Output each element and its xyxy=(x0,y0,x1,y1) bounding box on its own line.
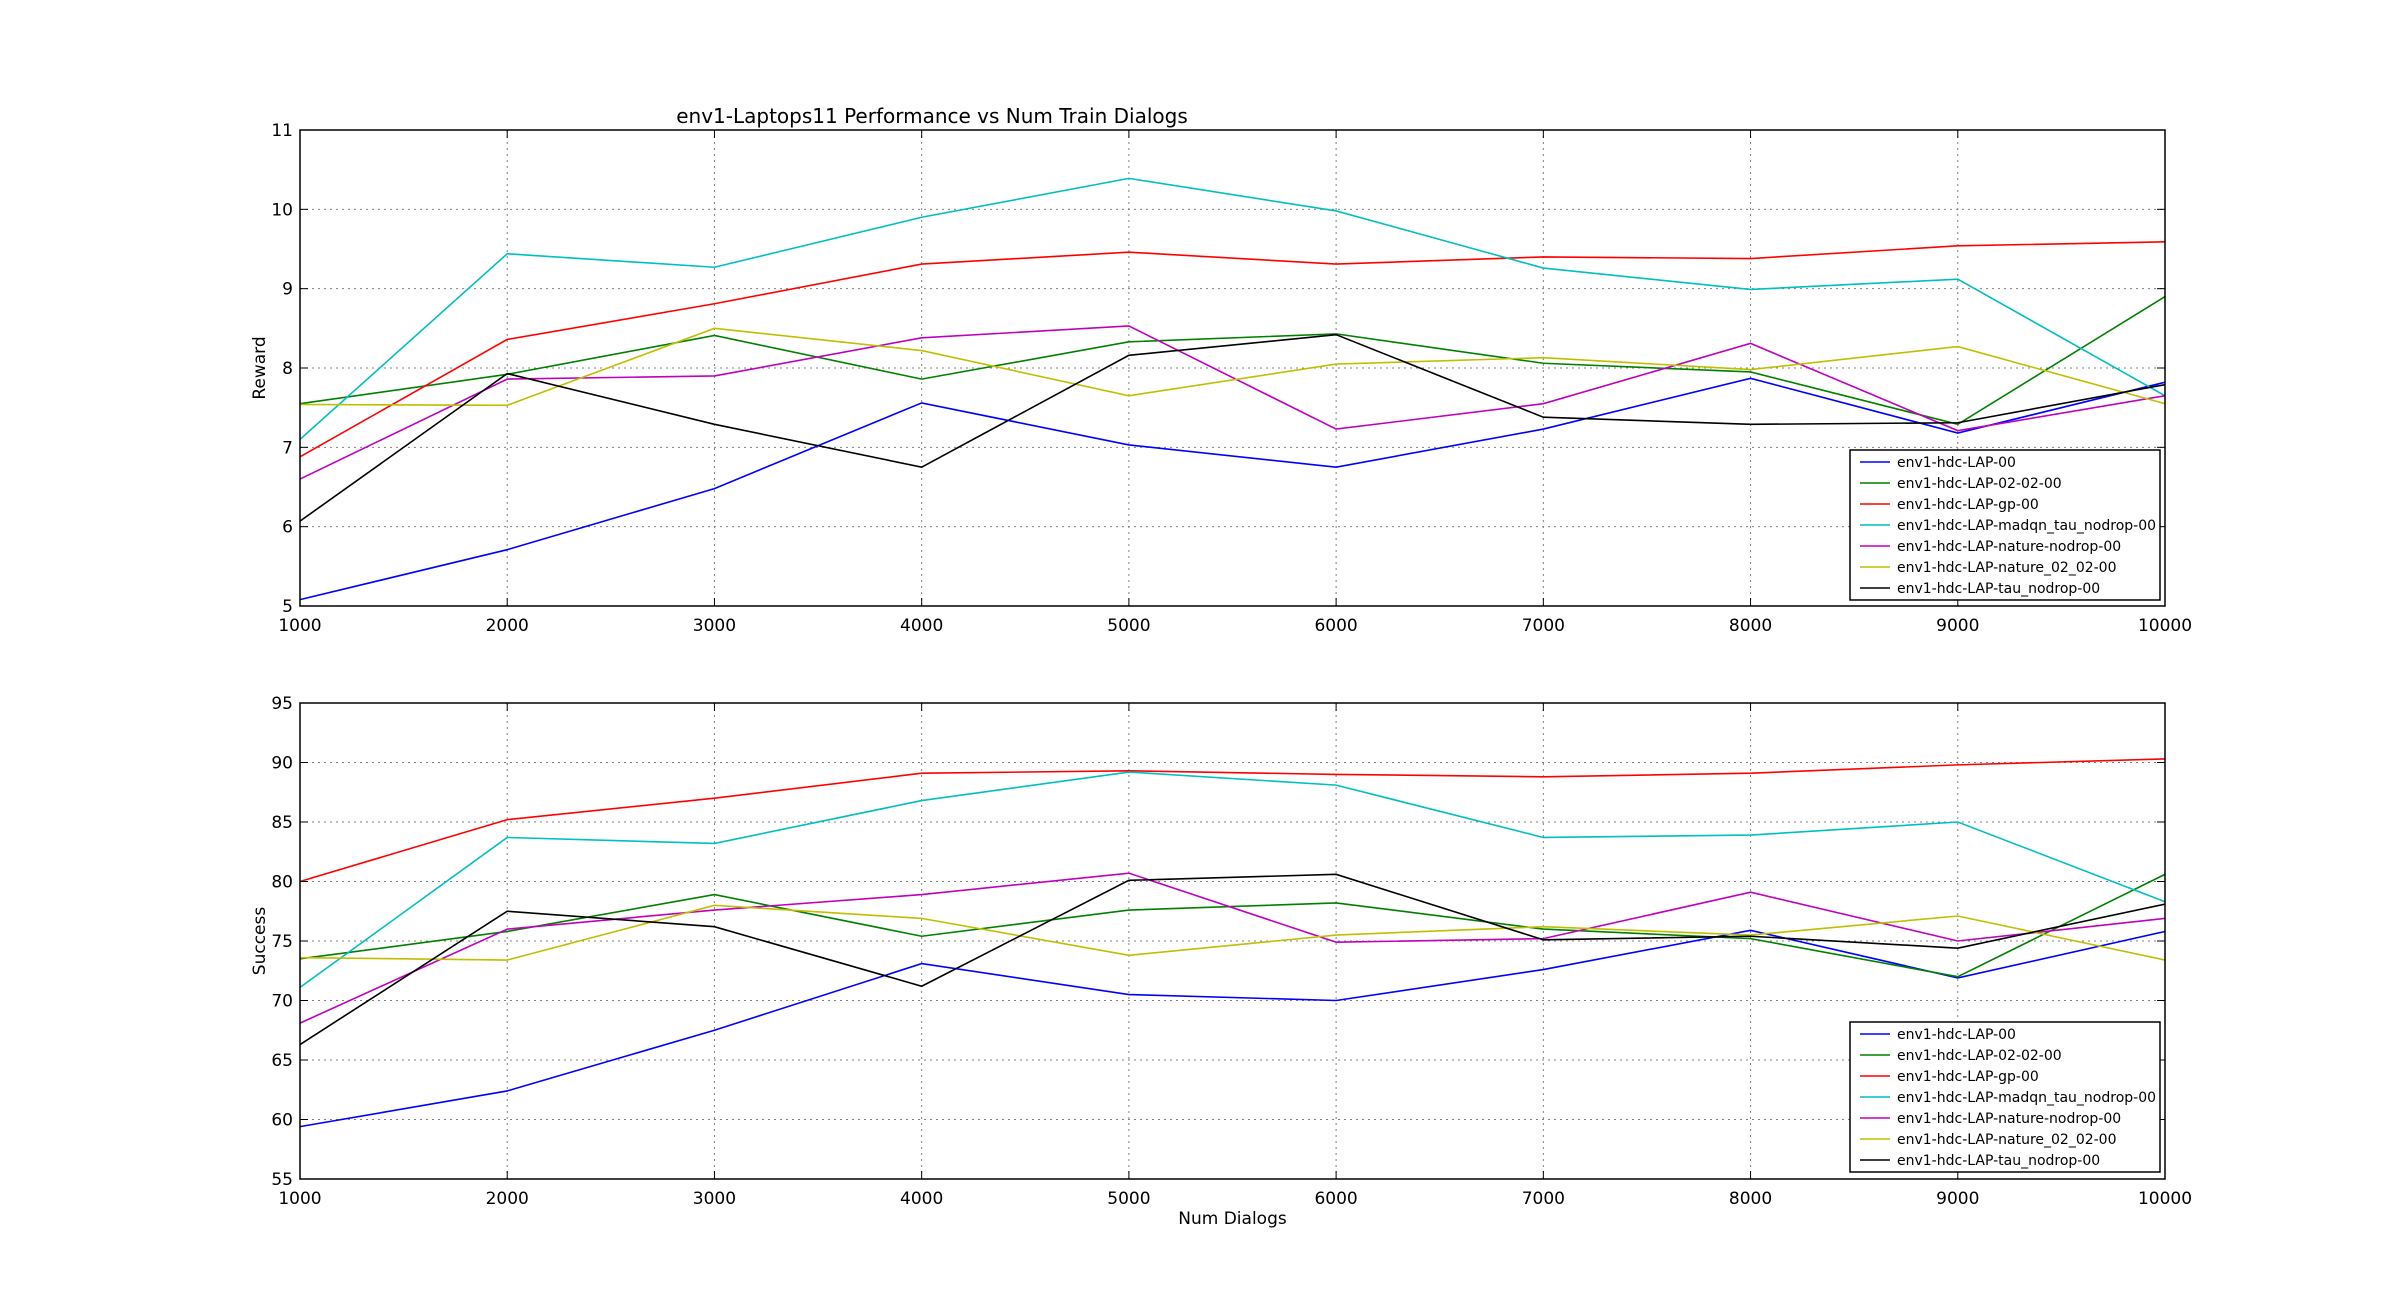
legend: env1-hdc-LAP-00 env1-hdc-LAP-02-02-00 env1… xyxy=(1849,1021,2161,1173)
y-tick-label: 80 xyxy=(271,873,293,893)
y-tick-label: 5 xyxy=(282,597,293,617)
legend-label: env1-hdc-LAP-nature-nodrop-00 xyxy=(1897,539,2121,555)
x-tick-label: 7000 xyxy=(1522,1189,1565,1209)
y-tick-label: 95 xyxy=(271,694,293,714)
reward-panel: 1000 2000 3000 4000 5000 6000 7000 8000 9000 1000… xyxy=(250,121,2192,636)
y-tick-label: 90 xyxy=(271,754,293,774)
x-tick-label: 3000 xyxy=(693,1189,736,1209)
y-tick-label: 75 xyxy=(271,932,293,952)
x-tick-label: 10000 xyxy=(2138,1189,2192,1209)
y-tick-label: 6 xyxy=(282,518,293,538)
x-tick-label: 2000 xyxy=(486,616,529,636)
legend-label: env1-hdc-LAP-00 xyxy=(1897,1027,2016,1043)
legend-label: env1-hdc-LAP-02-02-00 xyxy=(1897,476,2062,492)
series-line xyxy=(299,873,2166,1046)
x-tick-label: 6000 xyxy=(1314,616,1357,636)
x-tick-label: 5000 xyxy=(1107,616,1150,636)
series-line xyxy=(299,241,2166,458)
legend-box xyxy=(1849,449,2161,601)
legend-label: env1-hdc-LAP-gp-00 xyxy=(1897,497,2039,513)
x-tick-label: 3000 xyxy=(693,616,736,636)
legend-label: env1-hdc-LAP-02-02-00 xyxy=(1897,1048,2062,1064)
y-tick-label: 85 xyxy=(271,813,293,833)
series-line xyxy=(299,327,2166,407)
success-panel: 1000 2000 3000 4000 5000 6000 7000 8000 9000 1000… xyxy=(250,694,2192,1229)
legend-label: env1-hdc-LAP-tau_nodrop-00 xyxy=(1897,581,2100,597)
x-tick-label: 10000 xyxy=(2138,616,2192,636)
x-axis-label: Num Dialogs xyxy=(1178,1209,1287,1229)
series-line xyxy=(299,325,2166,480)
series-line xyxy=(299,929,2166,1128)
x-tick-label: 4000 xyxy=(900,616,943,636)
legend-label: env1-hdc-LAP-gp-00 xyxy=(1897,1069,2039,1085)
legend-label: env1-hdc-LAP-nature_02_02-00 xyxy=(1897,560,2117,576)
x-tick-label: 5000 xyxy=(1107,1189,1150,1209)
legend-label: env1-hdc-LAP-nature-nodrop-00 xyxy=(1897,1111,2121,1127)
legend: env1-hdc-LAP-00 env1-hdc-LAP-02-02-00 env1… xyxy=(1849,449,2161,601)
y-tick-label: 11 xyxy=(271,121,293,141)
x-tick-label: 6000 xyxy=(1314,1189,1357,1209)
y-tick-label: 70 xyxy=(271,992,293,1012)
legend-box xyxy=(1849,1021,2161,1173)
series-line xyxy=(299,177,2166,440)
y-tick-label: 60 xyxy=(271,1111,293,1131)
x-tick-label: 1000 xyxy=(278,1189,321,1209)
series-line xyxy=(299,873,2166,978)
series-line xyxy=(299,771,2166,989)
x-tick-label: 9000 xyxy=(1936,616,1979,636)
series-line xyxy=(299,333,2166,522)
legend-label: env1-hdc-LAP-madqn_tau_nodrop-00 xyxy=(1897,518,2156,534)
legend-label: env1-hdc-LAP-00 xyxy=(1897,455,2016,471)
legend-label: env1-hdc-LAP-nature_02_02-00 xyxy=(1897,1132,2117,1148)
y-tick-label: 65 xyxy=(271,1051,293,1071)
x-tick-label: 2000 xyxy=(486,1189,529,1209)
y-tick-label: 10 xyxy=(271,200,293,220)
x-tick-label: 8000 xyxy=(1729,1189,1772,1209)
legend-label: env1-hdc-LAP-tau_nodrop-00 xyxy=(1897,1153,2100,1169)
y-axis-label: Reward xyxy=(250,336,270,399)
series-line xyxy=(299,377,2166,601)
series-line xyxy=(299,758,2166,883)
legend-label: env1-hdc-LAP-madqn_tau_nodrop-00 xyxy=(1897,1090,2156,1106)
series-line xyxy=(299,904,2166,961)
series-line xyxy=(299,295,2166,426)
x-tick-label: 1000 xyxy=(278,616,321,636)
x-tick-label: 7000 xyxy=(1522,616,1565,636)
y-tick-label: 7 xyxy=(282,438,293,458)
y-tick-label: 9 xyxy=(282,280,293,300)
x-tick-label: 4000 xyxy=(900,1189,943,1209)
y-axis-label: Success xyxy=(250,907,270,976)
x-tick-label: 9000 xyxy=(1936,1189,1979,1209)
y-tick-label: 8 xyxy=(282,359,293,379)
y-tick-label: 55 xyxy=(271,1170,293,1190)
x-tick-label: 8000 xyxy=(1729,616,1772,636)
figure-title: env1-Laptops11 Performance vs Num Train … xyxy=(676,104,1188,128)
